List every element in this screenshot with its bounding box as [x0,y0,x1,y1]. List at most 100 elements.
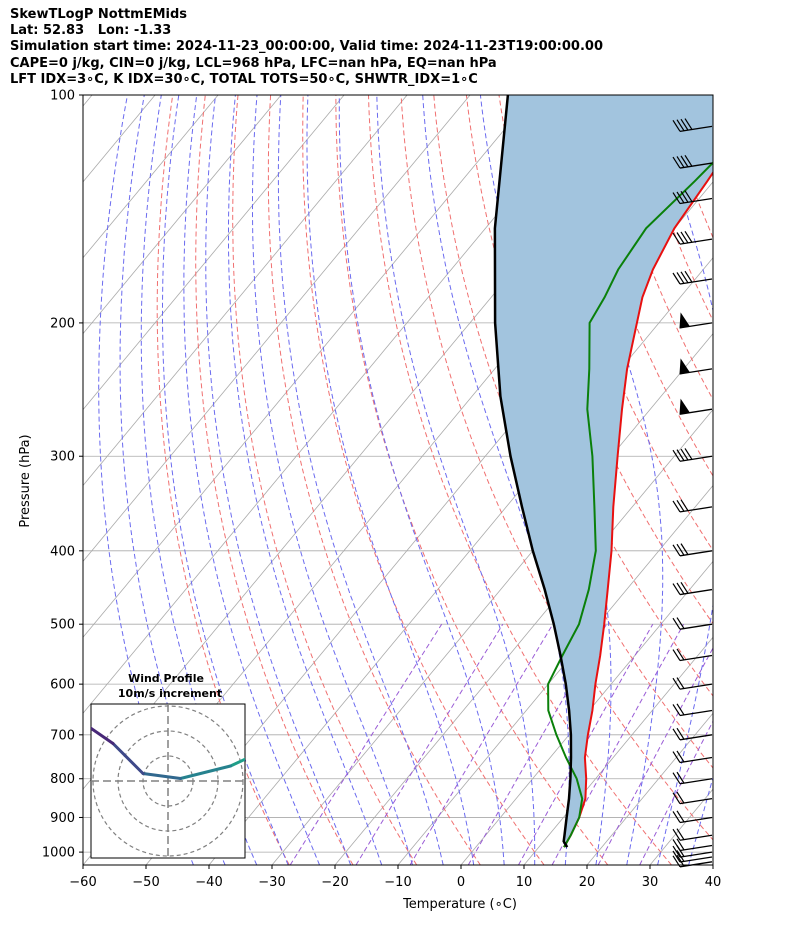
y-tick-label: 300 [50,450,75,465]
isotherm-line [334,408,713,865]
x-tick-label: −50 [132,875,159,890]
mixing-ratio-line [289,623,443,865]
wind-barbs [672,118,713,868]
hodograph-trace-segment [91,726,115,745]
isotherm-line [83,95,282,335]
y-tick-label: 600 [50,678,75,693]
y-tick-label: 900 [50,811,75,826]
isotherm-line [712,864,713,865]
mixing-ratio-line [355,623,504,865]
wind-barb [672,828,713,841]
moist-adiabat-line [376,95,536,865]
moist-adiabat-line [338,95,505,865]
moist-adiabat-line [306,95,475,865]
wind-barb [672,838,713,852]
x-axis-label: Temperature (∘C) [402,897,517,912]
isotherm-line [523,636,713,865]
wind-barb [672,543,713,557]
wind-barb [679,312,713,329]
hodograph-trace-segment [141,772,182,780]
wind-barb [672,703,713,717]
y-axis-ticks: 100 200 300 400 500 600 700 800 900 1000 [42,89,83,861]
hodograph-subtitle: 10m/s increment [118,687,222,700]
moist-adiabat-line [162,95,289,865]
x-tick-label: 30 [642,875,659,890]
moist-adiabat-line [277,95,444,865]
moist-adiabat-line [751,95,794,865]
dry-adiabat-line [195,95,354,865]
wind-barb [672,270,713,285]
y-tick-label: 800 [50,772,75,787]
hodograph-inset: Wind Profile 10m/s increment [18,672,246,859]
wind-barb [672,750,713,764]
isotherm-line [83,95,345,411]
wind-barb [672,850,713,863]
isotherm-line [83,95,219,259]
y-tick-label: 1000 [42,846,75,861]
dry-adiabat-line [760,95,794,865]
x-tick-label: −20 [321,875,348,890]
isotherm-line [83,95,597,714]
mixing-ratio-line [467,623,607,865]
wind-barb [672,230,713,245]
wind-barb [672,791,713,805]
y-tick-label: 500 [50,618,75,633]
x-tick-label: 0 [457,875,465,890]
mixing-ratio-line [639,720,713,865]
x-tick-label: −10 [384,875,411,890]
x-tick-label: −40 [195,875,222,890]
isotherm-line [83,95,408,487]
dry-adiabat-line [727,95,794,865]
dry-adiabat-line [694,95,713,150]
dewpoint-profile [547,161,713,848]
wind-barb [672,499,713,513]
chart-title: SkewTLogP NottmEMids [10,7,188,22]
y-tick-label: 700 [50,728,75,743]
wind-barb [672,190,713,205]
wind-barb [672,154,713,169]
location-line: Lat: 52.83 Lon: -1.33 [10,23,172,39]
temperature-profile [563,170,713,848]
moist-adiabat-line [720,95,794,865]
isotherm-line [83,95,93,107]
moist-adiabat-line [652,95,713,865]
wind-barb [672,617,713,630]
isotherm-line [83,95,471,563]
parameters-line: CAPE=0 j/kg, CIN=0 j/kg, LCL=968 hPa, LF… [10,55,497,71]
dry-adiabat-line [400,95,713,841]
wind-barb [672,810,713,824]
moist-adiabat-line [422,95,570,865]
isotherm-line [586,712,713,865]
moist-adiabat-line [252,95,413,865]
mixing-ratio-line [597,646,713,865]
hodograph-trace-segment [18,744,23,762]
isotherm-line [397,484,713,865]
moist-adiabat-line [554,95,664,865]
moist-adiabat-line [228,95,383,865]
parcel-temperature-shading [494,95,713,848]
wind-barb [679,398,713,415]
parcel-profile [493,95,573,848]
chart-header: SkewTLogP NottmEMids Lat: 52.83 Lon: -1.… [10,7,603,88]
hodograph-trace-segment [229,757,245,768]
x-tick-label: 40 [705,875,722,890]
hodograph-trace-segment [111,742,145,775]
wind-barb [672,448,713,462]
hodograph-plot [18,704,245,858]
sounding-profiles [493,95,713,848]
x-tick-label: 10 [516,875,533,890]
moist-adiabat-line [183,95,320,865]
wind-barb [672,845,713,858]
x-tick-label: −30 [258,875,285,890]
y-tick-label: 400 [50,544,75,559]
x-axis-ticks: −60 −50 −40 −30 −20 −10 0 10 20 30 40 [69,865,721,890]
isotherm-line [83,95,534,638]
moist-adiabat-line [688,775,713,865]
x-tick-label: −60 [69,875,96,890]
moist-adiabat-line [205,95,352,865]
hodograph-trace-segment [179,764,232,780]
wind-barb [672,771,713,785]
time-line: Simulation start time: 2024-11-23_00:00:… [10,39,603,55]
wind-barb [672,677,713,690]
